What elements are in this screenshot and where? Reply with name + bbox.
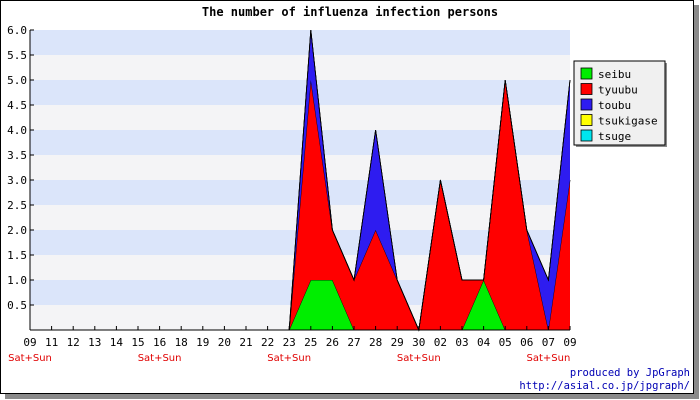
grid-band <box>30 55 570 80</box>
x-tick-label: 15 <box>131 336 144 349</box>
grid-band <box>30 105 570 130</box>
x-tick-label: 09 <box>23 336 36 349</box>
legend-label-tyuubu: tyuubu <box>598 84 638 97</box>
y-tick-label: 6.0 <box>7 24 27 37</box>
legend-swatch-toubu <box>580 98 593 111</box>
x-tick-label: 20 <box>218 336 231 349</box>
x-tick-label: 18 <box>175 336 188 349</box>
legend: seibu tyuubu toubu tsukigase tsuge <box>573 60 667 147</box>
legend-swatch-seibu <box>580 67 593 80</box>
x-tick-label: 19 <box>196 336 209 349</box>
weekend-label: Sat+Sun <box>267 353 311 364</box>
x-tick-label: 03 <box>455 336 468 349</box>
legend-swatch-tyuubu <box>580 83 593 95</box>
legend-swatch-tsukigase <box>580 114 593 126</box>
y-tick-label: 3.0 <box>7 174 27 187</box>
x-tick-label: 28 <box>369 336 382 349</box>
x-tick-label: 26 <box>326 336 339 349</box>
chart-title: The number of influenza infection person… <box>202 5 498 19</box>
credit-line-1: produced by JpGraph <box>570 367 690 379</box>
weekend-label: Sat+Sun <box>8 353 52 364</box>
legend-label-toubu: toubu <box>598 99 631 112</box>
x-tick-label: 02 <box>434 336 447 349</box>
grid-band <box>30 30 570 55</box>
x-tick-label: 25 <box>304 336 317 349</box>
x-tick-label: 06 <box>520 336 533 349</box>
y-tick-label: 1.0 <box>7 274 27 287</box>
x-tick-label: 30 <box>412 336 425 349</box>
x-tick-label: 09 <box>563 336 576 349</box>
grid-band <box>30 130 570 155</box>
y-tick-label: 4.0 <box>7 124 27 137</box>
legend-swatch-tsuge <box>580 129 593 142</box>
weekend-label: Sat+Sun <box>526 353 570 364</box>
legend-label-tsuge: tsuge <box>598 130 631 143</box>
credit-line-2: http://asial.co.jp/jpgraph/ <box>519 380 690 392</box>
y-tick-label: 3.5 <box>7 149 27 162</box>
y-tick-label: 5.0 <box>7 74 27 87</box>
weekend-label: Sat+Sun <box>397 353 441 364</box>
legend-label-tsukigase: tsukigase <box>598 115 658 128</box>
x-tick-label: 12 <box>67 336 80 349</box>
grid-band <box>30 80 570 105</box>
x-tick-label: 14 <box>110 336 124 349</box>
x-tick-label: 16 <box>153 336 166 349</box>
x-tick-label: 22 <box>261 336 274 349</box>
x-tick-label: 11 <box>45 336 58 349</box>
x-tick-label: 29 <box>391 336 404 349</box>
legend-label-seibu: seibu <box>598 68 631 81</box>
background-bands <box>30 30 570 330</box>
axes: 0.5 1.0 1.5 2.0 2.5 3.0 3.5 4.0 4.5 5.0 5.5 6.0 09 11… <box>7 24 577 364</box>
x-tick-label: 21 <box>239 336 252 349</box>
x-tick-label: 13 <box>88 336 101 349</box>
x-tick-label: 23 <box>283 336 296 349</box>
y-tick-label: 2.5 <box>7 199 27 212</box>
y-tick-label: 2.0 <box>7 224 27 237</box>
x-tick-label: 27 <box>347 336 360 349</box>
x-tick-label: 05 <box>499 336 512 349</box>
x-tick-label: 04 <box>477 336 491 349</box>
weekend-label: Sat+Sun <box>138 353 182 364</box>
y-tick-label: 0.5 <box>7 299 27 312</box>
y-tick-label: 5.5 <box>7 49 27 62</box>
x-tick-label: 07 <box>542 336 555 349</box>
y-tick-label: 1.5 <box>7 249 27 262</box>
y-tick-label: 4.5 <box>7 99 27 112</box>
